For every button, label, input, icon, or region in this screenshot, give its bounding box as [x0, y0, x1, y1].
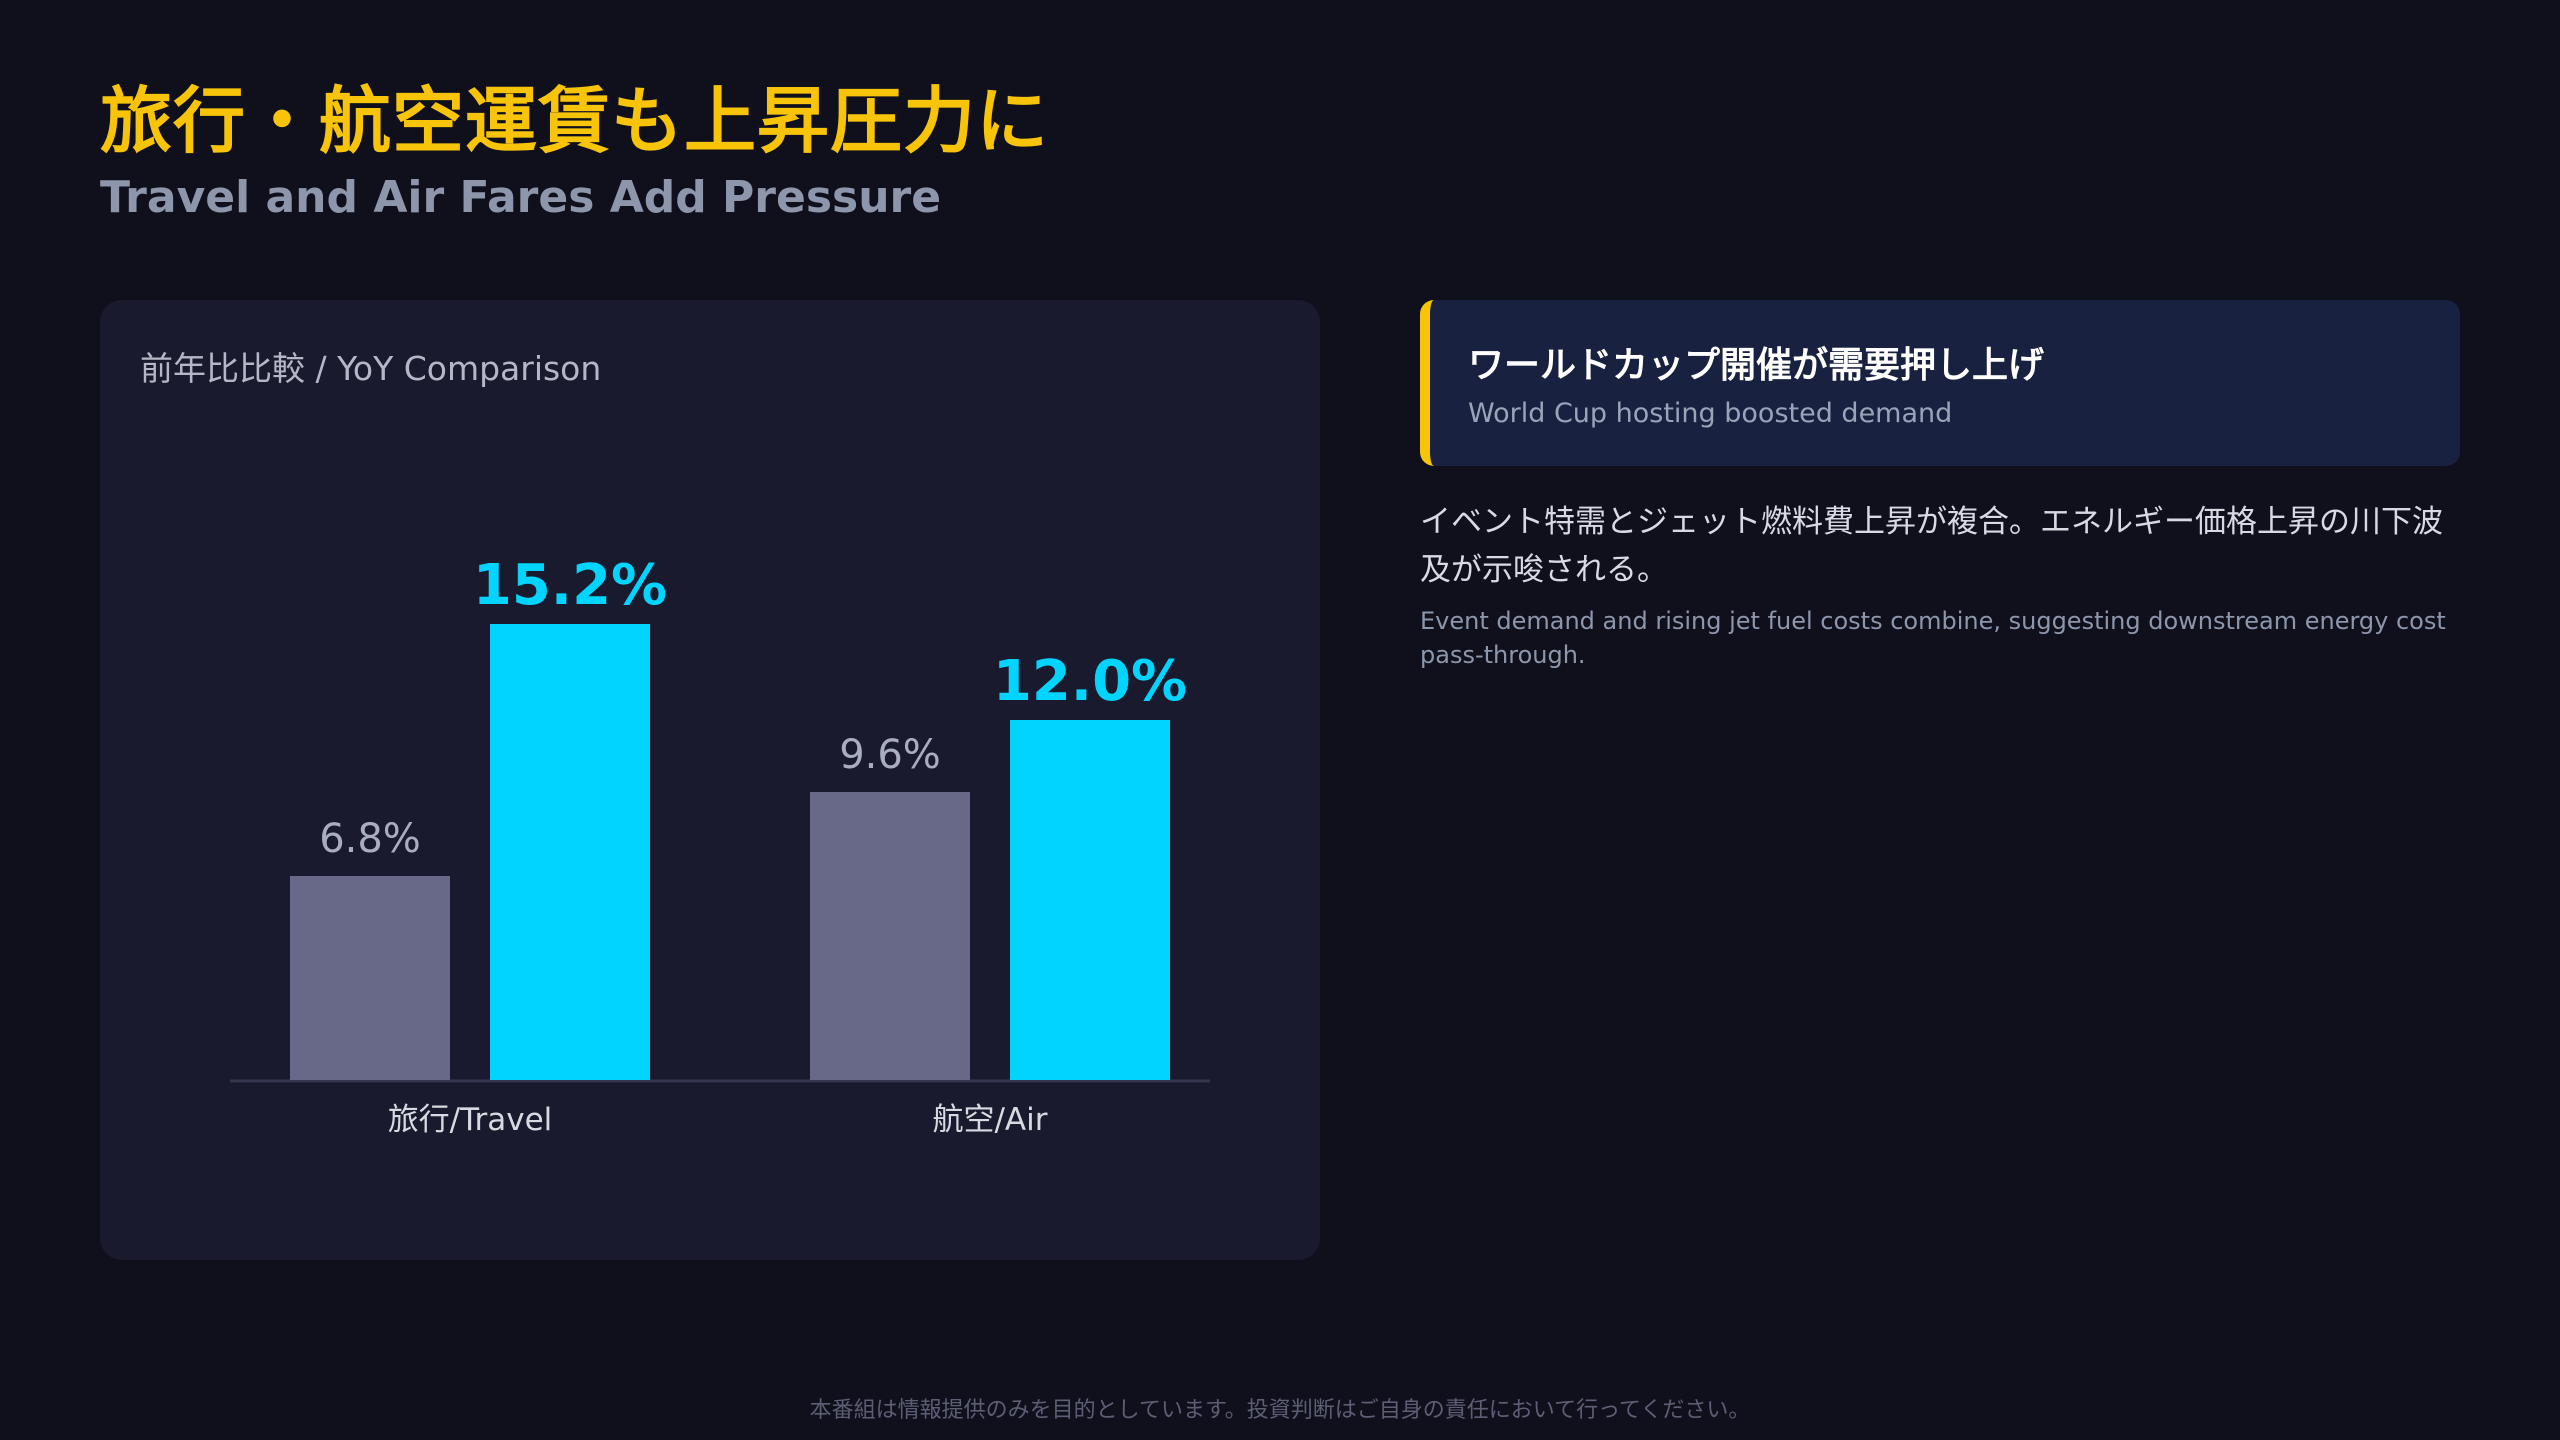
callout-subtitle: World Cup hosting boosted demand: [1468, 398, 1953, 429]
footer-disclaimer: 本番組は情報提供のみを目的としています。投資判断はご自身の責任において行ってくだ…: [809, 1398, 1751, 1423]
chart-card: 前年比比較 / YoY Comparison 6.8% 15.2% 旅行/Trave…: [100, 300, 1320, 1260]
category-label-1: 航空/Air: [932, 1102, 1047, 1138]
bar-curr-1: [1010, 720, 1170, 1080]
callout-box: ワールドカップ開催が需要押し上げ World Cup hosting boost…: [1420, 300, 2460, 466]
bar-curr-0: [490, 624, 650, 1080]
bar-chart: 6.8% 15.2% 旅行/Travel 9.6% 12.0% 航空/Air: [230, 553, 1210, 1138]
page-title: 旅行・航空運賃も上昇圧力に: [100, 79, 1050, 163]
data-label-curr-1: 12.0%: [993, 649, 1187, 714]
callout-title: ワールドカップ開催が需要押し上げ: [1468, 345, 2045, 386]
body-text-jp: イベント特需とジェット燃料費上昇が複合。エネルギー価格上昇の川下波及が示唆される…: [1420, 504, 2443, 588]
bar-prev-0: [290, 876, 450, 1080]
category-label-0: 旅行/Travel: [388, 1102, 553, 1138]
data-label-curr-0: 15.2%: [473, 553, 667, 618]
body-text-en: Event demand and rising jet fuel costs c…: [1420, 607, 2446, 669]
chart-card-title: 前年比比較 / YoY Comparison: [140, 349, 602, 388]
bar-prev-1: [810, 792, 970, 1080]
data-label-prev-0: 6.8%: [319, 816, 421, 862]
page-subtitle: Travel and Air Fares Add Pressure: [100, 172, 942, 223]
data-label-prev-1: 9.6%: [839, 732, 941, 778]
